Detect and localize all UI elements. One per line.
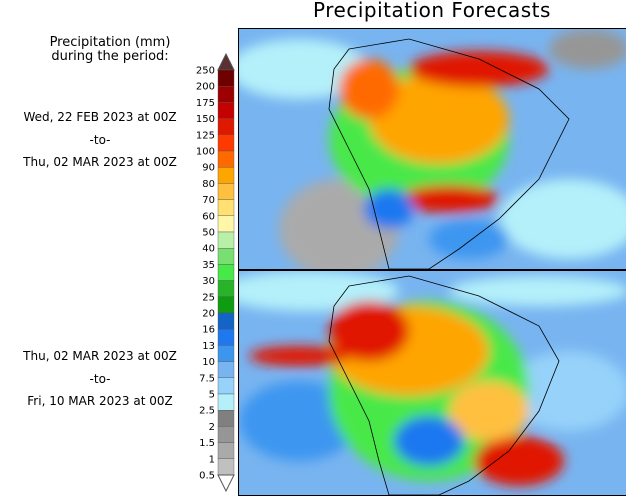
colorbar-bin [217,377,235,395]
colorbar-bin [217,85,235,103]
colorbar-tick-label: 60 [202,211,215,222]
colorbar-bin [217,361,235,379]
colorbar-tick-label: 7.5 [199,373,215,384]
colorbar-bin [217,231,235,249]
colorbar-tick-label: 150 [196,114,215,125]
colorbar-tick-label: 250 [196,66,215,77]
colorbar-bin [217,410,235,427]
period2-sep: -to- [89,372,111,386]
colorbar-tick-label: 5 [209,390,215,401]
colorbar-under-arrow [217,474,235,493]
colorbar-bin [217,345,235,362]
colorbar-bin [217,69,235,87]
colorbar-tick-label: 90 [202,163,215,174]
page-title: Precipitation Forecasts [313,0,551,22]
colorbar-bin [217,393,235,411]
colorbar-tick-label: 175 [196,98,215,109]
colorbar-tick-label: 1.5 [199,438,215,449]
colorbar-tick-label: 10 [202,357,215,368]
colorbar-tick-label: 25 [202,292,215,303]
colorbar-tick-label: 13 [202,341,215,352]
colorbar-tick-label: 20 [202,309,215,320]
forecast-map-period2 [238,270,626,496]
legend-heading-1: Precipitation (mm) [49,35,171,50]
colorbar-tick-label: 80 [202,179,215,190]
period2-end: Fri, 10 MAR 2023 at 00Z [27,394,173,408]
colorbar-over-arrow [217,52,235,71]
legend-heading-2: during the period: [51,49,169,64]
colorbar-bin [217,215,235,233]
colorbar-tick-label: 30 [202,276,215,287]
colorbar-tick-label: 125 [196,130,215,141]
colorbar-bin [217,280,235,298]
period2-start: Thu, 02 MAR 2023 at 00Z [23,349,177,363]
period1-start: Wed, 22 FEB 2023 at 00Z [23,110,177,124]
colorbar-tick-label: 200 [196,82,215,93]
colorbar-tick-label: 16 [202,325,215,336]
colorbar-bin [217,118,235,135]
colorbar-tick-label: 2 [209,422,215,433]
colorbar-tick-label: 1 [209,454,215,465]
colorbar-bin [217,426,235,443]
colorbar-bin [217,264,235,281]
colorbar-bin [217,183,235,200]
colorbar-tick-label: 40 [202,244,215,255]
colorbar-tick-label: 2.5 [199,406,215,417]
colorbar-bin [217,247,235,265]
colorbar-bin [217,102,235,119]
colorbar-bin [217,329,235,346]
colorbar-bin [217,199,235,217]
colorbar-tick-label: 35 [202,260,215,271]
colorbar-tick-label: 50 [202,228,215,239]
colorbar-tick-label: 70 [202,195,215,206]
colorbar-bin [217,442,235,460]
period1-end: Thu, 02 MAR 2023 at 00Z [23,155,177,169]
colorbar-tick-label: 100 [196,147,215,158]
colorbar-bin [217,458,235,476]
colorbar-bin [217,150,235,168]
colorbar-bin [217,312,235,330]
colorbar-bin [217,166,235,184]
forecast-map-period1 [238,28,626,270]
colorbar-bin [217,296,235,314]
period1-sep: -to- [89,133,111,147]
colorbar-tick-label: 0.5 [199,471,215,482]
colorbar-bin [217,134,235,152]
